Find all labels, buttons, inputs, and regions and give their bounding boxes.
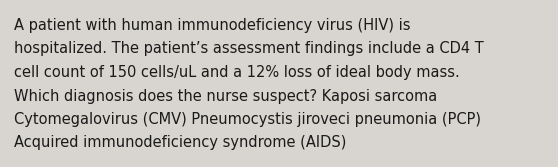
Text: Cytomegalovirus (CMV) Pneumocystis jiroveci pneumonia (PCP): Cytomegalovirus (CMV) Pneumocystis jirov…	[14, 112, 481, 127]
Text: Acquired immunodeficiency syndrome (AIDS): Acquired immunodeficiency syndrome (AIDS…	[14, 135, 347, 150]
Text: A patient with human immunodeficiency virus (HIV) is: A patient with human immunodeficiency vi…	[14, 18, 411, 33]
Text: hospitalized. The patient’s assessment findings include a CD4 T: hospitalized. The patient’s assessment f…	[14, 42, 484, 56]
Text: cell count of 150 cells/uL and a 12% loss of ideal body mass.: cell count of 150 cells/uL and a 12% los…	[14, 65, 460, 80]
Text: Which diagnosis does the nurse suspect? Kaposi sarcoma: Which diagnosis does the nurse suspect? …	[14, 89, 437, 104]
